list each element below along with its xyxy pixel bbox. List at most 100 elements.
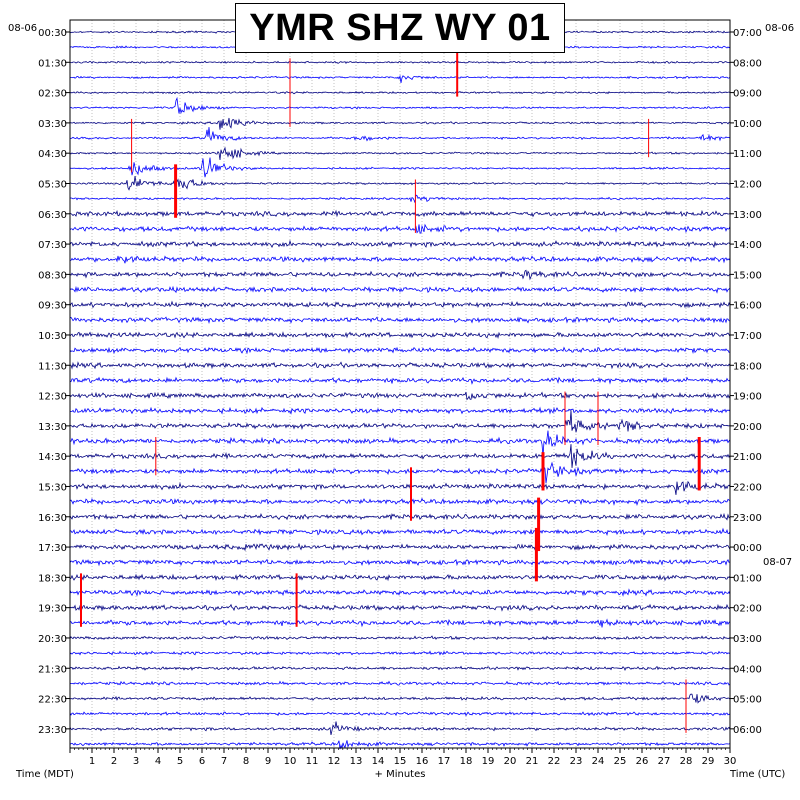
right-time-label: 11:00 xyxy=(733,149,762,160)
left-time-label: 02:30 xyxy=(38,89,67,100)
x-tick-label: 24 xyxy=(592,756,605,767)
left-time-label: 23:30 xyxy=(38,725,67,736)
x-tick-label: 15 xyxy=(394,756,407,767)
clip-marker xyxy=(456,43,459,97)
trace-row xyxy=(69,90,731,95)
left-time-label: 10:30 xyxy=(38,331,67,342)
trace-row xyxy=(69,285,731,294)
x-tick-label: 19 xyxy=(482,756,495,767)
trace-row xyxy=(69,527,731,537)
left-time-label: 21:30 xyxy=(38,664,67,675)
clip-marker xyxy=(410,467,412,521)
trace-row xyxy=(69,269,731,281)
axes: 00:30 01:30 02:30 03:30 04:30 05:30 06:30 07:30… xyxy=(38,28,762,767)
trace-row xyxy=(69,618,731,628)
right-time-label: 12:00 xyxy=(733,179,762,190)
right-date-label: 08-06 xyxy=(765,23,794,34)
left-time-label: 15:30 xyxy=(38,482,67,493)
trace-row xyxy=(69,680,731,686)
x-tick-label: 3 xyxy=(133,756,139,767)
trace-row xyxy=(69,223,731,234)
trace-row xyxy=(69,157,731,178)
trace-row xyxy=(69,558,731,567)
right-time-label: 22:00 xyxy=(733,482,762,493)
left-time-label: 22:30 xyxy=(38,695,67,706)
left-time-label: 19:30 xyxy=(38,604,67,615)
x-tick-label: 20 xyxy=(504,756,517,767)
trace-row xyxy=(69,146,731,160)
left-time-label: 05:30 xyxy=(38,179,67,190)
left-time-label: 16:30 xyxy=(38,513,67,524)
chart-title-box: YMR SHZ WY 01 xyxy=(235,3,565,53)
left-time-label: 06:30 xyxy=(38,210,67,221)
x-tick-label: 21 xyxy=(526,756,539,767)
right-time-label: 10:00 xyxy=(733,119,762,130)
plot-grid xyxy=(91,20,709,748)
left-time-label: 13:30 xyxy=(38,422,67,433)
left-time-label: 03:30 xyxy=(38,119,67,130)
x-axis-title-left: Time (MDT) xyxy=(15,769,74,780)
right-time-label: 08:00 xyxy=(733,58,762,69)
left-time-label: 11:30 xyxy=(38,361,67,372)
clip-marker xyxy=(564,391,566,446)
clip-marker xyxy=(697,437,701,491)
x-tick-label: 17 xyxy=(438,756,451,767)
clip-marker xyxy=(685,679,687,733)
trace-row xyxy=(69,480,731,495)
left-time-label: 07:30 xyxy=(38,240,67,251)
trace-row xyxy=(69,573,731,582)
trace-row xyxy=(69,255,731,264)
clip-marker xyxy=(648,118,650,158)
clip-marker xyxy=(597,391,599,446)
trace-row xyxy=(69,588,731,597)
trace-row xyxy=(69,444,731,468)
chart-title: YMR SHZ WY 01 xyxy=(249,6,551,49)
left-time-label: 14:30 xyxy=(38,452,67,463)
x-tick-label: 12 xyxy=(328,756,341,767)
clip-marker xyxy=(534,527,538,582)
trace-row xyxy=(69,239,731,249)
left-time-label: 04:30 xyxy=(38,149,67,160)
x-tick-label: 8 xyxy=(243,756,249,767)
x-tick-label: 22 xyxy=(548,756,561,767)
trace-row xyxy=(69,410,731,433)
trace-row xyxy=(69,96,730,115)
right-time-label: 17:00 xyxy=(733,331,762,342)
x-tick-label: 27 xyxy=(658,756,671,767)
x-tick-label: 5 xyxy=(177,756,183,767)
right-time-label: 06:00 xyxy=(733,725,762,736)
right-time-label: 03:00 xyxy=(733,634,762,645)
clip-marker xyxy=(289,58,291,127)
clip-marker xyxy=(537,497,541,552)
trace-row xyxy=(69,461,731,484)
x-tick-label: 11 xyxy=(306,756,319,767)
trace-row xyxy=(69,497,731,506)
right-time-label: 13:00 xyxy=(733,210,762,221)
trace-row xyxy=(69,711,731,717)
trace-row xyxy=(69,391,731,401)
x-tick-label: 16 xyxy=(416,756,429,767)
x-axis-title: + Minutes xyxy=(375,769,426,780)
x-tick-label: 29 xyxy=(702,756,715,767)
trace-row xyxy=(69,346,731,355)
clip-marker xyxy=(155,437,157,476)
trace-row xyxy=(69,316,731,325)
right-time-label: 16:00 xyxy=(733,301,762,312)
left-time-label: 08:30 xyxy=(38,270,67,281)
x-tick-label: 25 xyxy=(614,756,627,767)
trace-row xyxy=(69,721,731,735)
x-tick-label: 14 xyxy=(372,756,385,767)
trace-row xyxy=(69,693,731,704)
trace-row xyxy=(69,603,731,612)
x-tick-label: 2 xyxy=(111,756,117,767)
right-time-label: 15:00 xyxy=(733,270,762,281)
left-time-label: 17:30 xyxy=(38,543,67,554)
right-time-label: 21:00 xyxy=(733,452,762,463)
trace-row xyxy=(69,74,731,83)
trace-row xyxy=(69,542,731,552)
right-time-label: 01:00 xyxy=(733,573,762,584)
x-tick-label: 23 xyxy=(570,756,583,767)
x-tick-label: 1 xyxy=(89,756,95,767)
left-time-label: 01:30 xyxy=(38,58,67,69)
